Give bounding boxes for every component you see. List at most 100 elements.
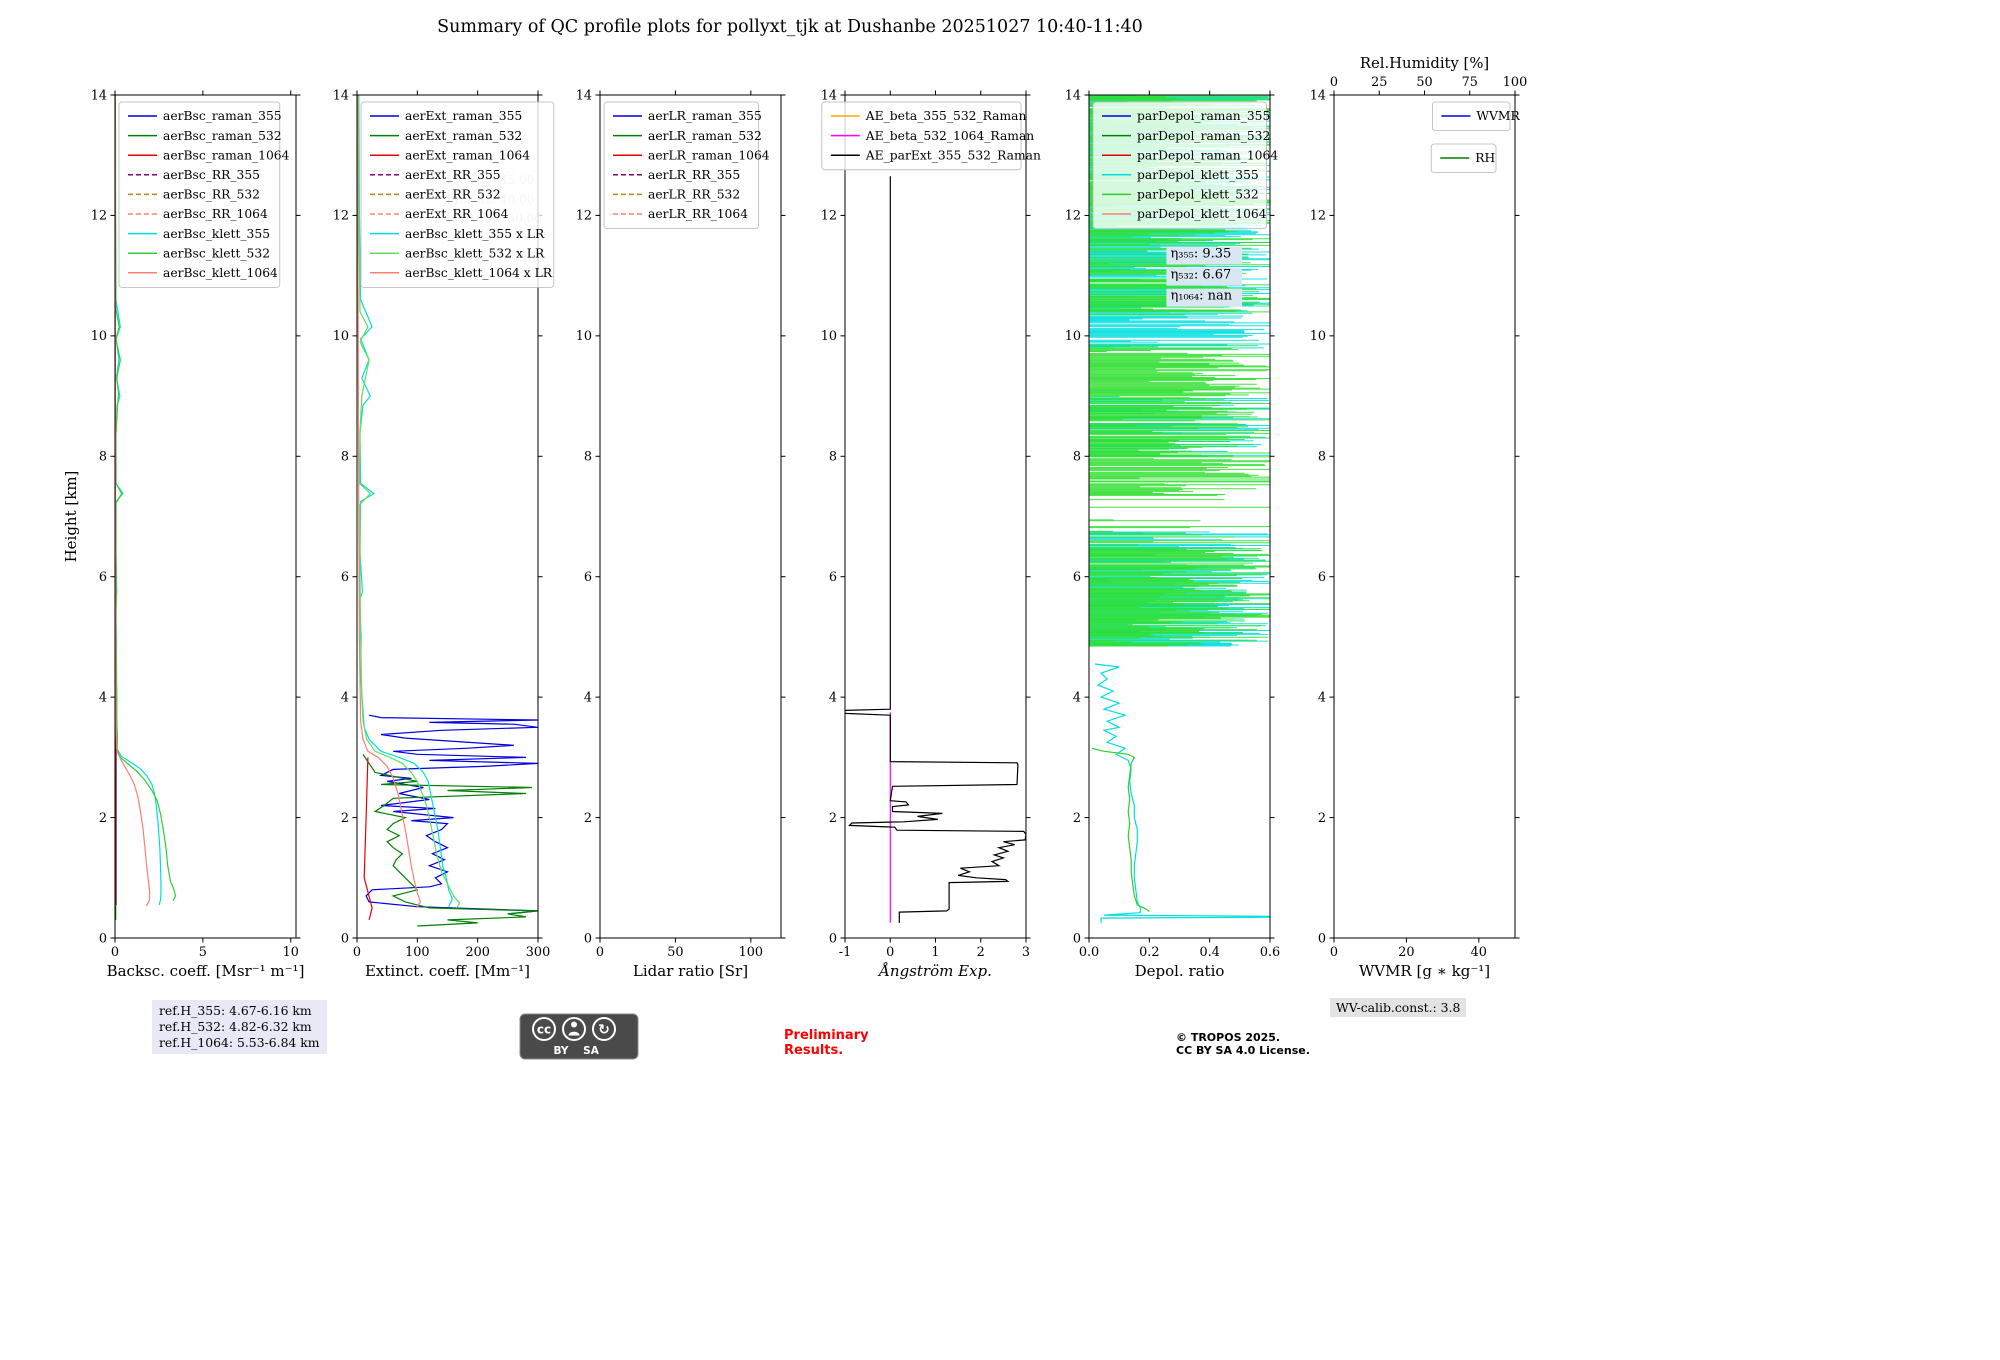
legend-label: aerLR_raman_355 [648,109,762,123]
tick-label: 0.4 [1199,945,1219,960]
tick-label: 6 [1073,570,1081,585]
legend-label: aerLR_RR_532 [648,188,740,202]
tick-label: 0 [353,945,361,960]
legend-label: parDepol_klett_355 [1137,168,1259,182]
panel-depol: η₃₅₅: 9.35 η₅₃₂: 6.67 η₁₀₆₄: nan 0.0 0.2 0.4 0… [1065,88,1280,980]
panel-backscatter: 0 5 10 0 2 4 6 8 10 12 14 Backsc. coeff. [Msr⁻¹ m⁻¹… [62,88,304,980]
legend-label: WVMR [1476,109,1520,123]
tick-label: 6 [99,570,107,585]
tick-label: 14 [821,88,837,103]
annotation-bg [1166,288,1243,307]
legend-label: aerLR_raman_1064 [648,148,770,162]
tick-label: 0.6 [1260,945,1280,960]
tick-label: 12 [1310,209,1326,224]
legend-label: aerLR_RR_1064 [648,207,748,221]
axes-frame [356,94,539,939]
x-axis-label: Ångström Exp. [877,962,992,980]
tick-label: -1 [839,945,851,960]
tick-label: 2 [829,811,837,826]
cc-icon [532,1017,556,1041]
tick-label: 0.0 [1079,945,1099,960]
person-head [571,1021,577,1028]
series-aerExt_raman_1064 [363,757,373,921]
legend-box [1092,101,1268,229]
tick-label: 0 [1330,75,1338,90]
cc-license-badge: cc ↻ BY SA [519,1013,639,1064]
tick-label: 14 [333,88,349,103]
tick-label: 14 [1310,88,1326,103]
tick-label: 14 [91,88,107,103]
legend-label: parDepol_raman_532 [1137,129,1270,143]
tick-label: 12 [576,209,592,224]
annotation-bg [1166,246,1243,265]
legend-label: aerExt_RR_1064 [405,207,509,221]
tick-label: 4 [584,690,592,705]
tick-label: 8 [1318,450,1326,465]
legend-box [360,101,555,288]
tick-label: 0 [886,945,894,960]
annotation: η₁₀₆₄: nan [1170,289,1232,304]
tick-label: 0 [584,931,592,946]
ref-h-532: ref.H_532: 4.82-6.32 km [159,1019,312,1034]
tick-label: 4 [1073,690,1081,705]
plot-area-extinction [357,95,538,927]
legend-box [821,101,1022,171]
x-axis-label: Lidar ratio [Sr] [633,962,748,980]
legend-label: aerBsc_raman_1064 [163,148,290,162]
tick-label: 100 [1503,75,1527,90]
legend-label: aerBsc_RR_1064 [163,207,268,221]
tick-label: 8 [584,450,592,465]
x-axis-label: Backsc. coeff. [Msr⁻¹ m⁻¹] [107,962,305,980]
cc-sa-label: SA [583,1045,600,1057]
tick-label: 200 [465,945,489,960]
tick-label: 40 [1471,945,1487,960]
tick-label: 300 [526,945,550,960]
legend-label: AE_beta_355_532_Raman [865,109,1027,123]
legend-label: parDepol_klett_532 [1137,188,1259,202]
top-axis-label: Rel.Humidity [%] [1360,55,1489,72]
tick-label: 0 [99,931,107,946]
legend-label: aerBsc_RR_355 [163,168,260,182]
tick-label: 2 [341,811,349,826]
person-body [568,1031,580,1036]
legend-label: aerExt_raman_1064 [405,148,530,162]
legend-label: aerLR_RR_355 [648,168,740,182]
tick-label: 8 [99,450,107,465]
tick-label: 6 [829,570,837,585]
tick-label: 100 [739,945,763,960]
legend-label: aerBsc_klett_1064 [163,266,278,280]
tick-label: 3 [1022,945,1030,960]
legend-label: aerBsc_klett_532 x LR [405,246,545,260]
plot-area-angstrom [845,176,1026,923]
ref-h-355: ref.H_355: 4.67-6.16 km [159,1003,312,1018]
tropos-copyright: © TROPOS 2025. CC BY SA 4.0 License. [1176,1031,1310,1057]
tick-label: 0.2 [1139,945,1159,960]
series-parDepol_klett_532 [1091,747,1150,912]
legend-label: aerBsc_klett_355 [163,227,270,241]
tick-label: 10 [333,329,349,344]
preliminary-note: Preliminary Results. [784,1028,869,1058]
tick-label: 0 [1073,931,1081,946]
tick-label: 14 [576,88,592,103]
tick-label: 0 [341,931,349,946]
legend-label: aerBsc_klett_355 x LR [405,227,545,241]
series-aerExt_raman_355 [365,714,538,915]
tick-label: 10 [91,329,107,344]
series-parDepol_klett_355 [1094,663,1270,923]
copyright-line1: © TROPOS 2025. [1176,1031,1281,1044]
wv-calib-note: WV-calib.const.: 3.8 [1330,998,1467,1017]
series-aerExt_raman_532 [362,753,538,927]
tick-label: 12 [821,209,837,224]
preliminary-line1: Preliminary [784,1028,869,1043]
tick-label: 8 [1073,450,1081,465]
tick-label: 14 [1065,88,1081,103]
cc-icon-label: cc [537,1023,551,1037]
annotation: η₃₅₅: 9.35 [1170,247,1231,262]
tick-label: 4 [341,690,349,705]
legend-label: aerExt_raman_532 [405,129,522,143]
annotation: η₅₃₂: 6.67 [1170,268,1231,283]
tick-label: 8 [829,450,837,465]
cc-by-label: BY [553,1045,568,1057]
tick-label: 0 [1330,945,1338,960]
